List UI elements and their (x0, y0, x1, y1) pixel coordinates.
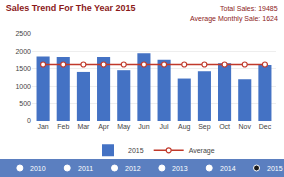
svg-text:Total Sales: 19485: Total Sales: 19485 (220, 5, 278, 12)
svg-text:Dec: Dec (259, 123, 272, 130)
svg-text:2011: 2011 (78, 165, 93, 172)
svg-text:May: May (117, 123, 131, 131)
svg-text:Jul: Jul (160, 123, 169, 130)
svg-text:Sep: Sep (198, 123, 211, 131)
svg-text:2013: 2013 (172, 165, 188, 172)
svg-text:2015: 2015 (267, 165, 283, 172)
svg-text:2000: 2000 (15, 48, 31, 55)
svg-text:Average Monthly Sale: 1624: Average Monthly Sale: 1624 (190, 15, 278, 23)
svg-text:2014: 2014 (220, 165, 236, 172)
svg-text:Aug: Aug (178, 123, 191, 131)
svg-text:500: 500 (19, 100, 31, 107)
svg-text:Jan: Jan (37, 123, 48, 130)
svg-text:1500: 1500 (15, 65, 31, 72)
svg-text:Mar: Mar (77, 123, 90, 130)
svg-text:Oct: Oct (219, 123, 230, 130)
svg-text:Nov: Nov (239, 123, 252, 130)
svg-text:0: 0 (27, 117, 31, 124)
svg-text:2015: 2015 (128, 147, 144, 154)
svg-text:Apr: Apr (98, 123, 110, 131)
svg-text:1000: 1000 (15, 83, 31, 90)
svg-text:2012: 2012 (125, 165, 141, 172)
svg-text:Feb: Feb (57, 123, 69, 130)
svg-text:2010: 2010 (30, 165, 46, 172)
svg-text:Average: Average (189, 147, 215, 155)
svg-text:Jun: Jun (138, 123, 149, 130)
svg-text:Sales Trend For The Year 2015: Sales Trend For The Year 2015 (6, 3, 136, 13)
svg-text:2500: 2500 (15, 30, 31, 37)
